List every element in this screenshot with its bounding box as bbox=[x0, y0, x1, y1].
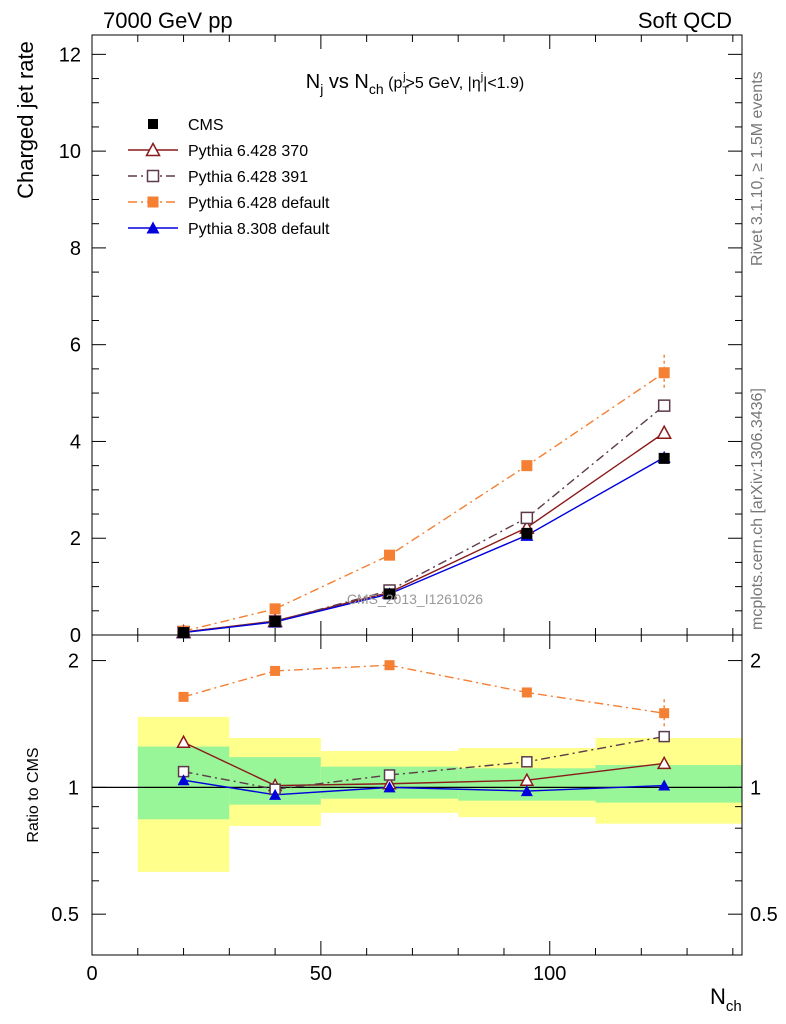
ratio-1-point-4 bbox=[658, 730, 670, 743]
legend-marker-2 bbox=[146, 169, 160, 183]
legend-item-4: Pythia 8.308 default bbox=[128, 221, 330, 238]
series-markers bbox=[175, 354, 672, 800]
rivet-version-label: Rivet 3.1.10, ≥ 1.5M events bbox=[749, 71, 766, 266]
legend-label-2: Pythia 6.428 391 bbox=[188, 169, 308, 186]
series-0-point-4 bbox=[658, 452, 670, 464]
ratio-tick-label-left-2: 2 bbox=[68, 651, 79, 673]
y-tick-label-1: 2 bbox=[70, 528, 81, 550]
series-0-point-3 bbox=[521, 527, 533, 539]
series-3-point-1 bbox=[269, 603, 281, 615]
legend-marker-3 bbox=[147, 196, 159, 208]
y-tick-label-0: 0 bbox=[70, 625, 81, 647]
ratio-0-point-4 bbox=[656, 755, 672, 770]
legend-marker-4 bbox=[146, 221, 160, 234]
ratio-tick-label-left-1: 1 bbox=[68, 777, 79, 799]
axis-ticks bbox=[91, 35, 742, 956]
ratio-line-1 bbox=[183, 735, 665, 790]
plot-title: Nj vs Nch (pTj>5 GeV, |ηj|<1.9) bbox=[306, 71, 525, 97]
legend-item-1: Pythia 6.428 370 bbox=[128, 141, 308, 160]
ratio-3-point-0 bbox=[177, 774, 190, 786]
legend-item-3: Pythia 6.428 default bbox=[128, 195, 330, 212]
ratio-tick-label-right-0: 0.5 bbox=[750, 904, 778, 926]
x-axis-label: Nch bbox=[710, 984, 742, 1015]
y-tick-label-5: 10 bbox=[59, 141, 81, 163]
x-tick-label-2: 100 bbox=[533, 963, 566, 985]
series-lines bbox=[183, 372, 665, 796]
y-tick-label-2: 4 bbox=[70, 431, 81, 453]
y-tick-label-3: 6 bbox=[70, 335, 81, 357]
series-line-3 bbox=[183, 372, 665, 632]
ratio-3-point-3 bbox=[520, 785, 533, 797]
x-tick-label-0: 0 bbox=[86, 963, 97, 985]
ratio-2-point-1 bbox=[270, 665, 281, 676]
x-tick-label-1: 50 bbox=[310, 963, 332, 985]
legend-label-3: Pythia 6.428 default bbox=[188, 195, 330, 212]
ratio-2-point-3 bbox=[521, 687, 532, 698]
legend-label-0: CMS bbox=[188, 117, 224, 134]
ratio-tick-label-left-0: 0.5 bbox=[51, 904, 79, 926]
legend-item-0: CMS bbox=[148, 117, 224, 134]
ratio-2-point-2 bbox=[384, 660, 395, 671]
mcplots-reference-label: mcplots.cern.ch [arXiv:1306.3436] bbox=[749, 388, 766, 630]
ratio-3-point-1 bbox=[269, 788, 282, 800]
ratio-tick-label-right-2: 2 bbox=[750, 651, 761, 673]
uncertainty-bands bbox=[92, 716, 742, 872]
series-0-point-2 bbox=[384, 588, 396, 600]
series-3-point-2 bbox=[384, 549, 396, 561]
ratio-3-point-4 bbox=[658, 779, 671, 791]
ratio-y-axis-label: Ratio to CMS bbox=[25, 747, 42, 842]
energy-label: 7000 GeV pp bbox=[103, 8, 233, 33]
ratio-line-2 bbox=[183, 664, 665, 714]
ratio-3-point-2 bbox=[383, 781, 396, 793]
series-2-point-3 bbox=[520, 511, 534, 525]
ratio-1-point-3 bbox=[521, 756, 533, 768]
ratio-1-point-2 bbox=[383, 769, 396, 781]
legend-item-2: Pythia 6.428 391 bbox=[128, 169, 308, 186]
process-label: Soft QCD bbox=[638, 8, 732, 33]
series-3-point-3 bbox=[521, 460, 533, 472]
series-1-point-4 bbox=[656, 424, 672, 439]
ratio-2-point-0 bbox=[178, 691, 189, 702]
band-inner-4 bbox=[595, 765, 742, 803]
ratio-tick-label-right-1: 1 bbox=[750, 777, 761, 799]
legend-marker-0 bbox=[148, 119, 158, 129]
analysis-watermark: CMS_2013_I1261026 bbox=[347, 591, 483, 607]
legend-marker-1 bbox=[145, 141, 161, 157]
ratio-0-point-0 bbox=[176, 734, 191, 748]
series-2-point-4 bbox=[657, 399, 671, 412]
y-axis-label: Charged jet rate bbox=[13, 41, 38, 199]
series-0-point-1 bbox=[269, 615, 281, 627]
y-tick-label-4: 8 bbox=[70, 238, 81, 260]
legend-label-1: Pythia 6.428 370 bbox=[188, 143, 308, 160]
legend: CMS Pythia 6.428 370 Pythia 6.428 391 Pythi… bbox=[128, 117, 330, 238]
ratio-plot-frame bbox=[91, 634, 743, 956]
y-tick-label-6: 12 bbox=[59, 44, 81, 66]
legend-label-4: Pythia 8.308 default bbox=[188, 221, 330, 238]
